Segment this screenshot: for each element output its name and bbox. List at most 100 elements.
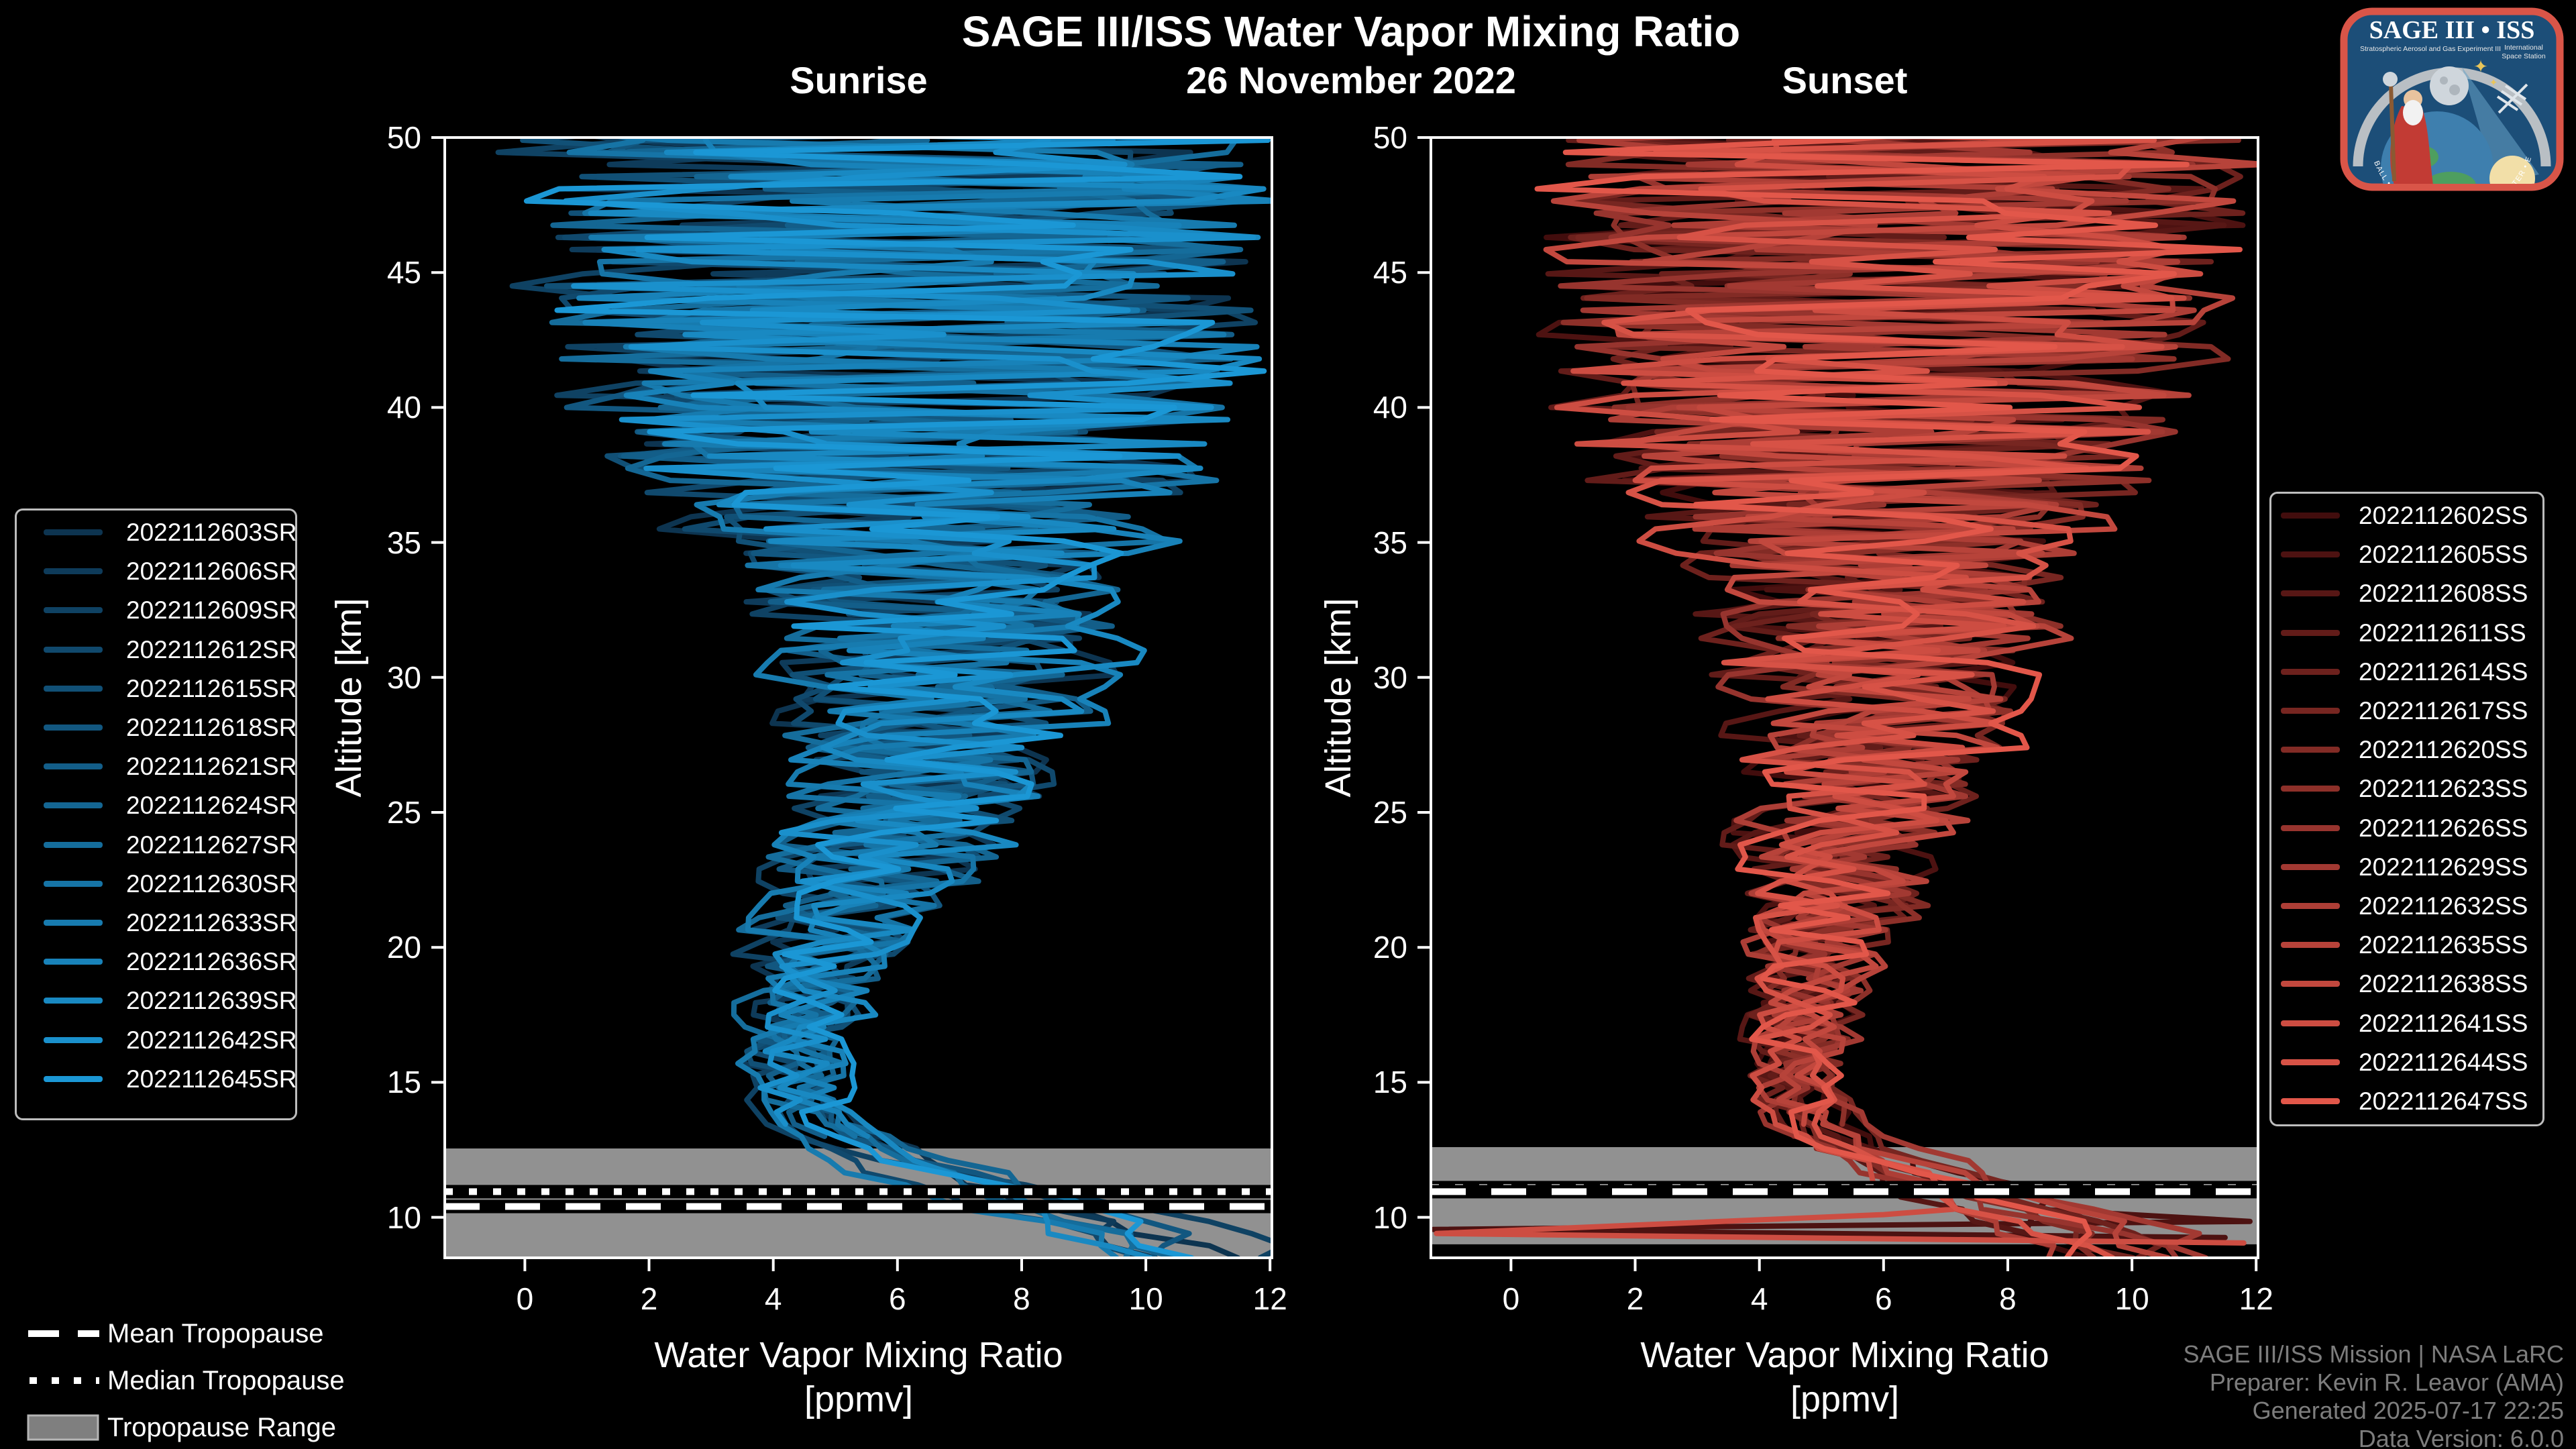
- x-tick-label: 10: [2114, 1281, 2149, 1316]
- x-tick-label: 8: [1999, 1281, 2017, 1316]
- attribution-preparer: Preparer: Kevin R. Leavor (AMA): [2209, 1368, 2564, 1396]
- legend-label: 2022112617SS: [2359, 697, 2528, 724]
- legend-item: 2022112614SS: [2271, 653, 2542, 692]
- panel-spines: [443, 136, 1273, 1259]
- legend-label: 2022112645SR: [126, 1065, 297, 1093]
- patch-subtitle-right-1: International: [2504, 44, 2543, 52]
- legend-item: 2022112602SS: [2271, 496, 2542, 535]
- legend-item: 2022112618SR: [17, 708, 297, 747]
- y-tick-label: 40: [386, 390, 421, 425]
- x-tick-label: 12: [2239, 1281, 2273, 1316]
- y-tick-label: 50: [386, 120, 421, 155]
- y-tick-label: 35: [1373, 525, 1407, 560]
- legend-item: 2022112620SS: [2271, 731, 2542, 769]
- legend-swatch: [44, 529, 103, 535]
- profile-line: [1434, 138, 2247, 1246]
- legend-swatch: [44, 802, 103, 809]
- legend-swatch: [2281, 629, 2340, 636]
- legend-item: 2022112632SS: [2271, 887, 2542, 926]
- legend-swatch: [44, 568, 103, 575]
- profile-line: [1534, 138, 2243, 1258]
- legend-item: 2022112621SR: [17, 747, 297, 786]
- x-tick-label: 0: [516, 1281, 534, 1316]
- legend-item: 2022112612SR: [17, 631, 297, 669]
- legend-item: 2022112603SR: [17, 513, 297, 552]
- x-tick-label: 4: [1750, 1281, 1768, 1316]
- legend-label: 2022112618SR: [126, 714, 297, 741]
- legend-swatch: [44, 959, 103, 965]
- legend-label: 2022112626SS: [2359, 814, 2528, 842]
- y-tick-label: 15: [1373, 1065, 1407, 1100]
- attribution-version: Data Version: 6.0.0: [2358, 1425, 2564, 1449]
- y-tick-label: 10: [386, 1199, 421, 1235]
- legend-swatch: [2281, 513, 2340, 519]
- sun: [2489, 156, 2535, 184]
- profile-line: [523, 138, 1271, 1258]
- page-title: SAGE III/ISS Water Vapor Mixing Ratio: [961, 7, 1741, 56]
- legend-label: 2022112624SR: [126, 792, 297, 820]
- patch-subtitle-left: Stratospheric Aerosol and Gas Experiment…: [2360, 45, 2501, 53]
- legend-item: 2022112630SR: [17, 865, 297, 904]
- mission-patch-logo: ✦ ✦ SAGE III • ISS Stratospheric Aerosol: [2338, 5, 2566, 193]
- y-tick-label: 30: [1373, 659, 1407, 695]
- legend-swatch: [2281, 668, 2340, 675]
- legend-swatch: [44, 1036, 103, 1043]
- date-subtitle: 26 November 2022: [1186, 59, 1516, 101]
- x-axis-unit-sunset: [ppmv]: [1790, 1379, 1900, 1419]
- legend-item: 2022112606SR: [17, 552, 297, 591]
- panel-title-sunrise: Sunrise: [790, 59, 928, 101]
- legend-swatch: [44, 724, 103, 731]
- y-tick-label: 50: [1373, 120, 1407, 155]
- legend-swatch: [2281, 1020, 2340, 1026]
- legend-swatch: [2281, 863, 2340, 870]
- legend-swatch: [2281, 981, 2340, 987]
- legend-swatch: [44, 685, 103, 692]
- legend-swatch: [44, 607, 103, 614]
- legend-item: 2022112644SS: [2271, 1043, 2542, 1082]
- legend-label: 2022112627SR: [126, 830, 297, 859]
- mean-tropopause-swatch: [28, 1330, 99, 1337]
- legend-swatch: [44, 880, 103, 887]
- profile-line: [1580, 138, 2209, 1258]
- moon: [2430, 66, 2469, 105]
- legend-item: 2022112615SR: [17, 669, 297, 708]
- y-tick-label: 20: [386, 930, 421, 965]
- legend-label: 2022112605SS: [2359, 541, 2528, 569]
- legend-label: 2022112630SR: [126, 869, 297, 898]
- legend-label: 2022112615SR: [126, 674, 297, 702]
- legend-item: 2022112645SR: [17, 1060, 297, 1099]
- y-axis-label-sunrise: Altitude [km]: [329, 598, 369, 798]
- legend-swatch: [2281, 786, 2340, 792]
- legend-swatch: [2281, 551, 2340, 558]
- legend-label: 2022112623SS: [2359, 775, 2528, 803]
- legend-item: 2022112647SS: [2271, 1082, 2542, 1121]
- legend-item: 2022112639SR: [17, 981, 297, 1020]
- y-tick-label: 25: [386, 795, 421, 830]
- legend-swatch: [44, 920, 103, 926]
- legend-label: 2022112629SS: [2359, 853, 2528, 881]
- x-tick-label: 2: [640, 1281, 658, 1316]
- legend-swatch: [2281, 1098, 2340, 1104]
- light-beam: [2462, 67, 2539, 184]
- legend-swatch: [2281, 747, 2340, 753]
- legend-item: 2022112642SR: [17, 1021, 297, 1060]
- legend-item: 2022112638SS: [2271, 965, 2542, 1004]
- legend-label: 2022112608SS: [2359, 580, 2528, 608]
- legend-label: 2022112636SR: [126, 948, 297, 976]
- panel-title-sunset: Sunset: [1782, 59, 1908, 101]
- legend-item: 2022112609SR: [17, 591, 297, 630]
- legend-swatch: [2281, 942, 2340, 949]
- x-tick-label: 12: [1252, 1281, 1287, 1316]
- attribution-block: SAGE III/ISS Mission | NASA LaRC Prepare…: [2183, 1340, 2564, 1449]
- legend-sunset: 2022112602SS 2022112605SS 2022112608SS 2022…: [2269, 492, 2544, 1126]
- legend-item: 2022112627SR: [17, 826, 297, 865]
- x-tick-label: 6: [1875, 1281, 1892, 1316]
- legend-label: 2022112632SS: [2359, 892, 2528, 920]
- legend-swatch: [2281, 1059, 2340, 1065]
- x-tick-label: 2: [1626, 1281, 1644, 1316]
- legend-label: 2022112642SR: [126, 1026, 297, 1054]
- y-tick-label: 35: [386, 525, 421, 560]
- mean-tropopause-label: Mean Tropopause: [107, 1319, 324, 1348]
